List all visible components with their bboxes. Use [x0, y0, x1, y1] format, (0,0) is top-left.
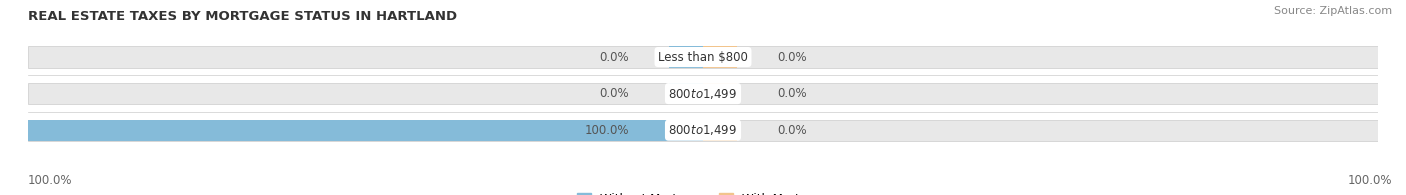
- Bar: [28, 120, 703, 141]
- Text: REAL ESTATE TAXES BY MORTGAGE STATUS IN HARTLAND: REAL ESTATE TAXES BY MORTGAGE STATUS IN …: [28, 10, 457, 23]
- Bar: [703, 46, 737, 68]
- Bar: [669, 120, 703, 141]
- Text: 100.0%: 100.0%: [28, 174, 73, 187]
- Bar: [703, 120, 737, 141]
- Bar: [669, 83, 703, 104]
- Text: $800 to $1,499: $800 to $1,499: [668, 87, 738, 101]
- Bar: [28, 83, 1378, 104]
- Bar: [669, 46, 703, 68]
- Text: $800 to $1,499: $800 to $1,499: [668, 123, 738, 137]
- Text: 100.0%: 100.0%: [585, 124, 628, 137]
- Bar: [703, 83, 737, 104]
- Bar: [28, 46, 1378, 68]
- Bar: [28, 120, 1378, 141]
- Text: 0.0%: 0.0%: [778, 51, 807, 64]
- Text: 0.0%: 0.0%: [599, 51, 628, 64]
- Text: 0.0%: 0.0%: [778, 124, 807, 137]
- Legend: Without Mortgage, With Mortgage: Without Mortgage, With Mortgage: [572, 188, 834, 195]
- Text: 100.0%: 100.0%: [1347, 174, 1392, 187]
- Text: Less than $800: Less than $800: [658, 51, 748, 64]
- Text: 0.0%: 0.0%: [778, 87, 807, 100]
- Text: 0.0%: 0.0%: [599, 87, 628, 100]
- Text: Source: ZipAtlas.com: Source: ZipAtlas.com: [1274, 6, 1392, 16]
